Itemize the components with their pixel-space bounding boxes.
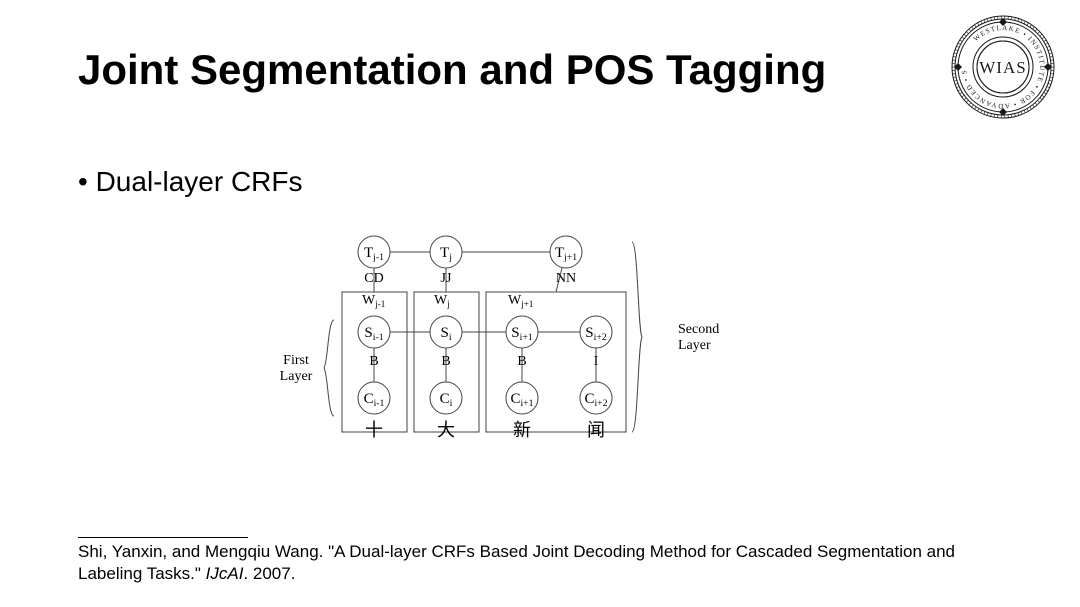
citation-text: Shi, Yanxin, and Mengqiu Wang. "A Dual-l… — [78, 541, 1008, 585]
svg-text:B: B — [517, 354, 526, 369]
svg-text:I: I — [594, 354, 599, 369]
svg-text:NN: NN — [556, 271, 576, 286]
svg-text:大: 大 — [437, 420, 455, 440]
svg-text:Wj: Wj — [434, 293, 450, 309]
svg-text:闻: 闻 — [587, 420, 605, 440]
crf-diagram: Wj-1WjWj+1Tj-1TjTj+1CDJJNNSi-1BSiBSi+1BS… — [264, 230, 744, 448]
page-title: Joint Segmentation and POS Tagging — [78, 46, 826, 94]
svg-text:十: 十 — [365, 420, 383, 440]
svg-text:Wj+1: Wj+1 — [508, 293, 533, 309]
svg-text:JJ: JJ — [441, 271, 452, 286]
svg-text:WIAS: WIAS — [979, 58, 1026, 77]
svg-text:新: 新 — [513, 420, 531, 440]
svg-text:Layer: Layer — [280, 369, 313, 384]
wias-logo: WESTLAKE • INSTITUTE • FOR • ADVANCED • … — [950, 14, 1056, 120]
bullet-dual-layer-crfs: • Dual-layer CRFs — [78, 166, 303, 198]
svg-text:Layer: Layer — [678, 338, 711, 353]
citation-authors: Shi, Yanxin, and Mengqiu Wang. — [78, 542, 328, 561]
svg-text:B: B — [369, 354, 378, 369]
citation-venue: IJcAI — [206, 564, 244, 583]
svg-text:Second: Second — [678, 322, 719, 337]
citation-tail: . 2007. — [243, 564, 295, 583]
svg-text:B: B — [441, 354, 450, 369]
svg-text:CD: CD — [364, 271, 383, 286]
citation-rule — [78, 537, 248, 538]
svg-text:Wj-1: Wj-1 — [362, 293, 385, 309]
svg-text:First: First — [283, 353, 309, 368]
